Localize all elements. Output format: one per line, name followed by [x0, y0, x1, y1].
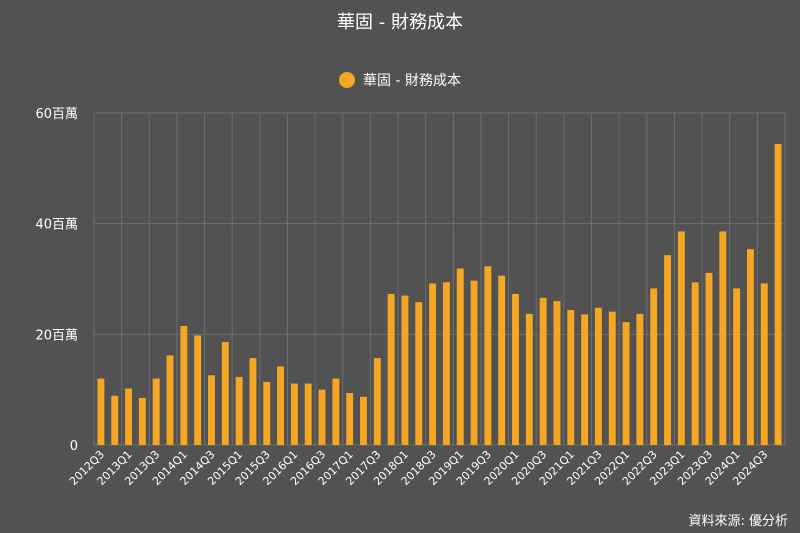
- bar-2015Q2[interactable]: [249, 358, 257, 445]
- bar-2017Q4[interactable]: [387, 293, 395, 445]
- bar-2016Q1[interactable]: [290, 383, 298, 445]
- bar-2019Q2[interactable]: [470, 280, 478, 445]
- bar-2024Q2[interactable]: [746, 249, 754, 445]
- bar-2019Q3[interactable]: [484, 266, 492, 445]
- bar-2017Q1[interactable]: [346, 392, 354, 445]
- y-tick-label: 60百萬: [35, 107, 78, 122]
- bar-2014Q2[interactable]: [194, 335, 202, 445]
- bar-2014Q1[interactable]: [180, 326, 188, 445]
- bar-2020Q3[interactable]: [539, 297, 547, 445]
- bar-2023Q4[interactable]: [719, 231, 727, 445]
- bar-2022Q2[interactable]: [636, 313, 644, 445]
- bar-2015Q3[interactable]: [263, 381, 271, 445]
- bar-2012Q3[interactable]: [97, 378, 105, 445]
- bar-2021Q4[interactable]: [608, 311, 616, 445]
- bar-2021Q2[interactable]: [581, 314, 589, 445]
- bar-2020Q4[interactable]: [553, 301, 561, 445]
- bar-2022Q3[interactable]: [650, 288, 658, 445]
- y-tick-label: 40百萬: [35, 218, 78, 233]
- bar-2016Q3[interactable]: [318, 389, 326, 445]
- bar-series: [97, 143, 782, 445]
- bar-2024Q3[interactable]: [760, 283, 768, 445]
- bar-2023Q2[interactable]: [691, 282, 699, 445]
- bar-2015Q4[interactable]: [277, 366, 285, 445]
- bar-2024Q1[interactable]: [733, 288, 741, 445]
- bar-2020Q1[interactable]: [512, 293, 519, 445]
- bar-2022Q4[interactable]: [664, 255, 671, 445]
- bar-2014Q3[interactable]: [208, 375, 215, 445]
- bar-2014Q4[interactable]: [221, 342, 229, 445]
- bar-2020Q2[interactable]: [525, 313, 533, 445]
- source-credit: 資料來源: 優分析: [688, 514, 788, 529]
- bar-2013Q3[interactable]: [152, 378, 160, 445]
- bar-2018Q2[interactable]: [415, 302, 423, 445]
- bar-2016Q2[interactable]: [304, 383, 312, 445]
- bar-2023Q3[interactable]: [705, 272, 713, 445]
- y-tick-label: 0: [70, 439, 78, 454]
- bar-2018Q4[interactable]: [442, 282, 450, 445]
- legend[interactable]: 華固 - 財務成本: [0, 70, 800, 90]
- bar-2024Q4[interactable]: [774, 143, 782, 445]
- bar-2013Q2[interactable]: [138, 397, 146, 445]
- bar-2021Q1[interactable]: [567, 309, 575, 445]
- bar-2017Q2[interactable]: [360, 396, 367, 445]
- bar-2013Q4[interactable]: [166, 355, 174, 445]
- legend-label: 華固 - 財務成本: [363, 73, 461, 89]
- bar-2017Q3[interactable]: [373, 358, 381, 445]
- bar-2021Q3[interactable]: [594, 307, 602, 445]
- bar-2016Q4[interactable]: [332, 378, 340, 445]
- bar-2019Q4[interactable]: [498, 275, 506, 445]
- bar-2015Q1[interactable]: [235, 376, 243, 445]
- bar-2023Q1[interactable]: [677, 231, 685, 445]
- y-axis-ticks: 0 20百萬 40百萬 60百萬: [35, 107, 78, 454]
- bar-2022Q1[interactable]: [622, 322, 630, 445]
- legend-marker-icon: [339, 72, 356, 88]
- bar-2018Q3[interactable]: [429, 283, 437, 445]
- chart-title: 華固 - 財務成本: [337, 12, 463, 33]
- bar-2018Q1[interactable]: [401, 295, 409, 445]
- bar-2012Q4[interactable]: [111, 395, 119, 445]
- x-axis-ticks: 2012Q32013Q12013Q32014Q12014Q32015Q12015…: [67, 448, 770, 488]
- bar-2019Q1[interactable]: [456, 268, 464, 445]
- y-tick-label: 20百萬: [35, 328, 78, 343]
- bar-2013Q1[interactable]: [125, 388, 133, 445]
